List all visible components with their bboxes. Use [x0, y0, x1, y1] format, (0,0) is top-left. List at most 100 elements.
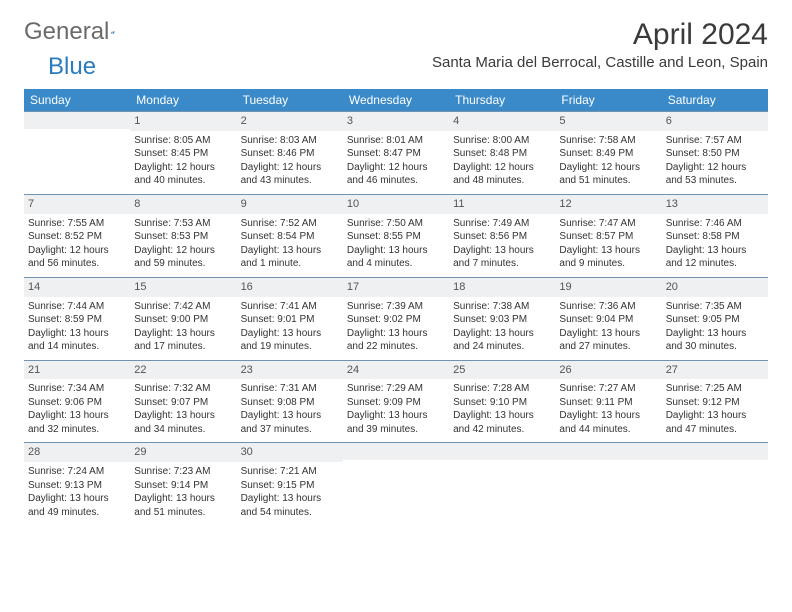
calendar-week-row: 21Sunrise: 7:34 AMSunset: 9:06 PMDayligh…: [24, 360, 768, 443]
day-number: 23: [237, 361, 343, 380]
daylight-text: Daylight: 13 hours and 37 minutes.: [241, 409, 339, 436]
sunset-text: Sunset: 8:53 PM: [134, 230, 232, 244]
day-number: 22: [130, 361, 236, 380]
daylight-text: Daylight: 12 hours and 56 minutes.: [28, 244, 126, 271]
day-number: 12: [555, 195, 661, 214]
sunrise-text: Sunrise: 7:23 AM: [134, 465, 232, 479]
daylight-text: Daylight: 13 hours and 7 minutes.: [453, 244, 551, 271]
day-number: 27: [662, 361, 768, 380]
sunrise-text: Sunrise: 8:01 AM: [347, 134, 445, 148]
calendar-day-cell: 13Sunrise: 7:46 AMSunset: 8:58 PMDayligh…: [662, 194, 768, 277]
calendar-day-cell: 27Sunrise: 7:25 AMSunset: 9:12 PMDayligh…: [662, 360, 768, 443]
daylight-text: Daylight: 13 hours and 24 minutes.: [453, 327, 551, 354]
sunrise-text: Sunrise: 8:00 AM: [453, 134, 551, 148]
sunrise-text: Sunrise: 7:27 AM: [559, 382, 657, 396]
daylight-text: Daylight: 13 hours and 12 minutes.: [666, 244, 764, 271]
daylight-text: Daylight: 13 hours and 39 minutes.: [347, 409, 445, 436]
sunrise-text: Sunrise: 7:39 AM: [347, 300, 445, 314]
sunset-text: Sunset: 9:00 PM: [134, 313, 232, 327]
day-number: 10: [343, 195, 449, 214]
calendar-day-cell: [449, 443, 555, 525]
calendar-day-cell: 17Sunrise: 7:39 AMSunset: 9:02 PMDayligh…: [343, 277, 449, 360]
day-number: 29: [130, 443, 236, 462]
day-number: 1: [130, 112, 236, 131]
day-number: 20: [662, 278, 768, 297]
calendar-day-cell: 9Sunrise: 7:52 AMSunset: 8:54 PMDaylight…: [237, 194, 343, 277]
calendar-day-cell: 11Sunrise: 7:49 AMSunset: 8:56 PMDayligh…: [449, 194, 555, 277]
sunrise-text: Sunrise: 8:05 AM: [134, 134, 232, 148]
daylight-text: Daylight: 13 hours and 44 minutes.: [559, 409, 657, 436]
sunset-text: Sunset: 8:54 PM: [241, 230, 339, 244]
sunrise-text: Sunrise: 7:41 AM: [241, 300, 339, 314]
weekday-header: Thursday: [449, 89, 555, 112]
calendar-day-cell: 5Sunrise: 7:58 AMSunset: 8:49 PMDaylight…: [555, 112, 661, 195]
sunset-text: Sunset: 8:50 PM: [666, 147, 764, 161]
sunset-text: Sunset: 9:14 PM: [134, 479, 232, 493]
day-number: [662, 443, 768, 460]
sunset-text: Sunset: 8:52 PM: [28, 230, 126, 244]
sunset-text: Sunset: 9:04 PM: [559, 313, 657, 327]
day-number: 21: [24, 361, 130, 380]
day-number: 15: [130, 278, 236, 297]
daylight-text: Daylight: 12 hours and 59 minutes.: [134, 244, 232, 271]
calendar-day-cell: 8 Sunrise: 7:53 AMSunset: 8:53 PMDaylight…: [130, 194, 236, 277]
logo-sails-icon: [111, 23, 115, 41]
sunrise-text: Sunrise: 7:25 AM: [666, 382, 764, 396]
day-number: [24, 112, 130, 129]
sunset-text: Sunset: 9:15 PM: [241, 479, 339, 493]
day-number: 18: [449, 278, 555, 297]
calendar-day-cell: 4Sunrise: 8:00 AMSunset: 8:48 PMDaylight…: [449, 112, 555, 195]
day-number: 9: [237, 195, 343, 214]
calendar-week-row: 28Sunrise: 7:24 AMSunset: 9:13 PMDayligh…: [24, 443, 768, 525]
sunrise-text: Sunrise: 7:35 AM: [666, 300, 764, 314]
sunrise-text: Sunrise: 7:50 AM: [347, 217, 445, 231]
weekday-header: Saturday: [662, 89, 768, 112]
day-number: 8: [130, 195, 236, 214]
weekday-header-row: Sunday Monday Tuesday Wednesday Thursday…: [24, 89, 768, 112]
calendar-day-cell: 22Sunrise: 7:32 AMSunset: 9:07 PMDayligh…: [130, 360, 236, 443]
sunrise-text: Sunrise: 7:21 AM: [241, 465, 339, 479]
calendar-day-cell: 1Sunrise: 8:05 AMSunset: 8:45 PMDaylight…: [130, 112, 236, 195]
daylight-text: Daylight: 13 hours and 17 minutes.: [134, 327, 232, 354]
calendar-day-cell: [24, 112, 130, 195]
calendar-day-cell: 24Sunrise: 7:29 AMSunset: 9:09 PMDayligh…: [343, 360, 449, 443]
calendar-day-cell: 12Sunrise: 7:47 AMSunset: 8:57 PMDayligh…: [555, 194, 661, 277]
calendar-week-row: 1Sunrise: 8:05 AMSunset: 8:45 PMDaylight…: [24, 112, 768, 195]
sunrise-text: Sunrise: 7:53 AM: [134, 217, 232, 231]
sunset-text: Sunset: 8:59 PM: [28, 313, 126, 327]
calendar-day-cell: 20Sunrise: 7:35 AMSunset: 9:05 PMDayligh…: [662, 277, 768, 360]
day-number: 28: [24, 443, 130, 462]
calendar-day-cell: 7Sunrise: 7:55 AMSunset: 8:52 PMDaylight…: [24, 194, 130, 277]
sunset-text: Sunset: 8:56 PM: [453, 230, 551, 244]
calendar-day-cell: 2Sunrise: 8:03 AMSunset: 8:46 PMDaylight…: [237, 112, 343, 195]
daylight-text: Daylight: 13 hours and 9 minutes.: [559, 244, 657, 271]
sunrise-text: Sunrise: 7:32 AM: [134, 382, 232, 396]
day-number: 24: [343, 361, 449, 380]
calendar-day-cell: 21Sunrise: 7:34 AMSunset: 9:06 PMDayligh…: [24, 360, 130, 443]
daylight-text: Daylight: 12 hours and 53 minutes.: [666, 161, 764, 188]
day-number: 19: [555, 278, 661, 297]
day-number: 16: [237, 278, 343, 297]
day-number: 5: [555, 112, 661, 131]
calendar-day-cell: 6Sunrise: 7:57 AMSunset: 8:50 PMDaylight…: [662, 112, 768, 195]
sunset-text: Sunset: 9:06 PM: [28, 396, 126, 410]
sunrise-text: Sunrise: 7:28 AM: [453, 382, 551, 396]
sunset-text: Sunset: 8:55 PM: [347, 230, 445, 244]
sunset-text: Sunset: 8:49 PM: [559, 147, 657, 161]
sunset-text: Sunset: 8:58 PM: [666, 230, 764, 244]
calendar-day-cell: 30Sunrise: 7:21 AMSunset: 9:15 PMDayligh…: [237, 443, 343, 525]
calendar-day-cell: [343, 443, 449, 525]
day-number: 17: [343, 278, 449, 297]
calendar-day-cell: 23Sunrise: 7:31 AMSunset: 9:08 PMDayligh…: [237, 360, 343, 443]
sunrise-text: Sunrise: 7:24 AM: [28, 465, 126, 479]
day-number: 14: [24, 278, 130, 297]
sunset-text: Sunset: 8:48 PM: [453, 147, 551, 161]
daylight-text: Daylight: 13 hours and 49 minutes.: [28, 492, 126, 519]
sunrise-text: Sunrise: 7:44 AM: [28, 300, 126, 314]
daylight-text: Daylight: 13 hours and 47 minutes.: [666, 409, 764, 436]
calendar-day-cell: 14Sunrise: 7:44 AMSunset: 8:59 PMDayligh…: [24, 277, 130, 360]
sunset-text: Sunset: 8:47 PM: [347, 147, 445, 161]
sunset-text: Sunset: 9:10 PM: [453, 396, 551, 410]
day-number: 13: [662, 195, 768, 214]
day-number: [343, 443, 449, 460]
